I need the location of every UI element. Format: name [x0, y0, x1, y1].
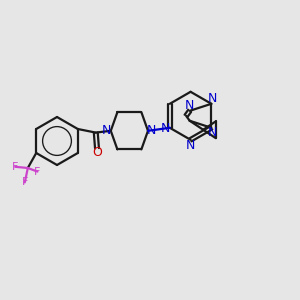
Text: N: N	[160, 122, 170, 135]
Text: F: F	[12, 162, 18, 172]
Text: N: N	[208, 92, 217, 105]
Text: O: O	[93, 146, 103, 159]
Text: N: N	[102, 124, 112, 137]
Text: N: N	[186, 139, 196, 152]
Text: F: F	[22, 177, 28, 188]
Text: F: F	[34, 167, 41, 177]
Text: N: N	[185, 99, 194, 112]
Text: N: N	[208, 126, 218, 140]
Text: N: N	[147, 124, 157, 137]
